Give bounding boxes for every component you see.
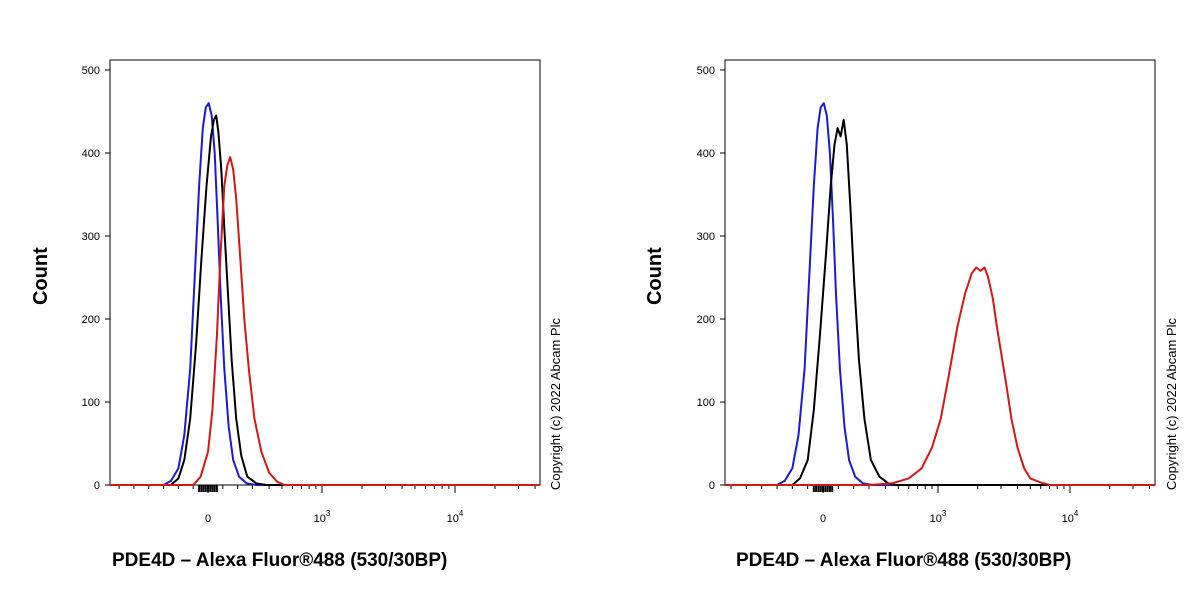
x-axis-label: PDE4D – Alexa Fluor®488 (530/30BP) bbox=[736, 550, 1072, 571]
y-tick-label: 400 bbox=[82, 148, 100, 160]
y-axis-label: Count bbox=[644, 247, 666, 305]
histogram-series-line-2 bbox=[110, 156, 540, 486]
y-tick-label: 100 bbox=[82, 397, 100, 409]
x-tick-label: 104 bbox=[447, 509, 464, 525]
histogram-plot-left: 0 100 200 300 400 500 0 103 104 bbox=[82, 59, 541, 525]
y-axis-label: Count bbox=[30, 247, 52, 305]
y-tick-label: 200 bbox=[697, 314, 715, 326]
y-tick-label: 200 bbox=[82, 314, 100, 326]
histogram-series-line-1 bbox=[725, 118, 1155, 486]
x-tick-label: 0 bbox=[820, 513, 826, 525]
x-tick-label: 0 bbox=[205, 513, 211, 525]
x-axis-label: PDE4D – Alexa Fluor®488 (530/30BP) bbox=[112, 550, 448, 571]
histogram-panel-left: 0 100 200 300 400 500 0 103 104 Count Copyright … bbox=[30, 59, 563, 571]
histogram-panel-right: 0 100 200 300 400 500 0 103 104 Count Copyright … bbox=[600, 0, 1200, 600]
y-tick-label: 300 bbox=[82, 231, 100, 243]
copyright-text: Copyright (c) 2022 Abcam Plc bbox=[1164, 318, 1179, 490]
y-tick-label: 0 bbox=[94, 480, 100, 492]
histogram-plot-right: 0 100 200 300 400 500 0 103 104 bbox=[697, 59, 1156, 525]
histogram-series-line-0 bbox=[725, 102, 1155, 486]
y-tick-label: 400 bbox=[697, 148, 715, 160]
y-tick-label: 300 bbox=[697, 231, 715, 243]
y-tick-label: 100 bbox=[697, 397, 715, 409]
y-tick-label: 0 bbox=[709, 480, 715, 492]
copyright-text: Copyright (c) 2022 Abcam Plc bbox=[548, 318, 563, 490]
plot-frame bbox=[109, 59, 541, 486]
y-tick-label: 500 bbox=[82, 65, 100, 77]
histogram-series-line-0 bbox=[110, 102, 540, 486]
y-tick-label: 500 bbox=[697, 65, 715, 77]
x-tick-label: 104 bbox=[1062, 509, 1079, 525]
x-tick-label: 103 bbox=[930, 509, 947, 525]
histogram-series-line-1 bbox=[110, 114, 540, 486]
histogram-series-line-2 bbox=[725, 266, 1155, 486]
x-tick-label: 103 bbox=[314, 509, 331, 525]
